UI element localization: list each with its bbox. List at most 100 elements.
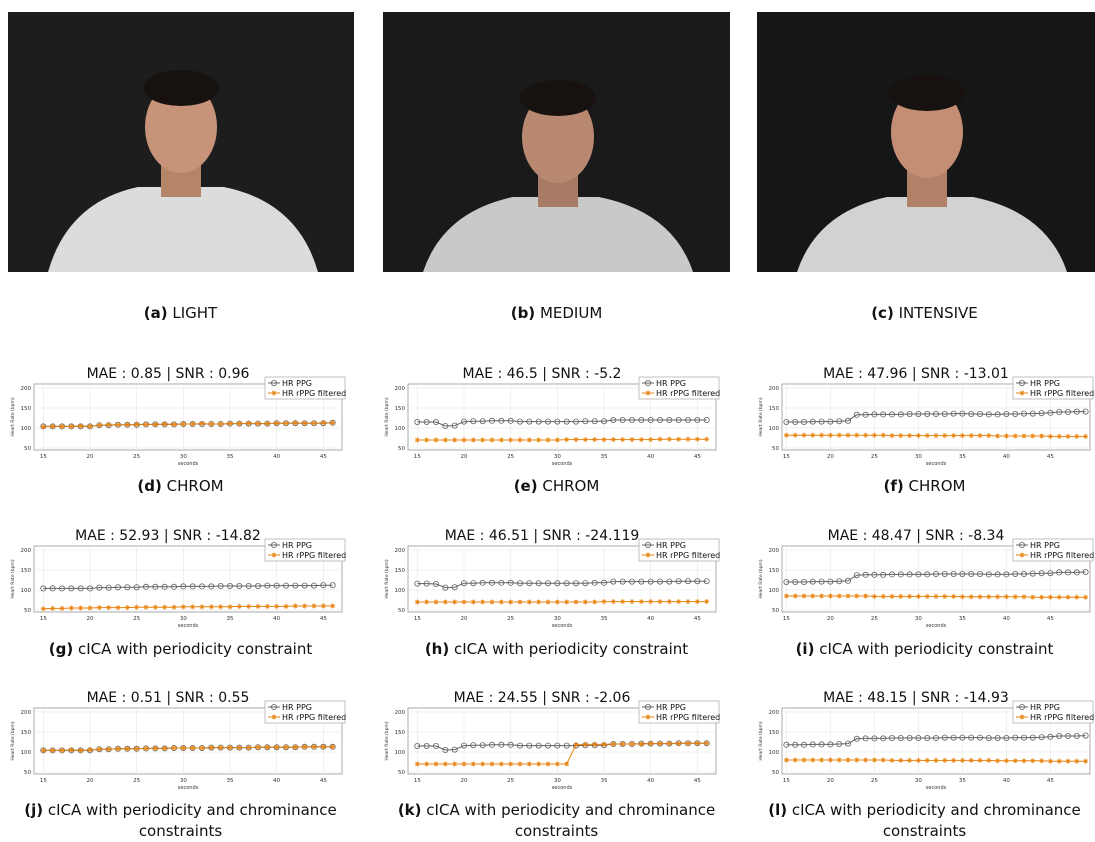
marker (906, 571, 913, 578)
x-tick-label: 40 (647, 454, 654, 460)
marker (171, 745, 177, 751)
marker (442, 584, 449, 591)
x-tick-label: 20 (87, 778, 94, 784)
legend-label: HR PPG (1030, 703, 1060, 712)
marker (959, 433, 965, 439)
marker (827, 578, 834, 585)
y-tick-label: 50 (772, 608, 779, 614)
x-tick-label: 35 (959, 778, 966, 784)
x-tick-label: 20 (461, 778, 468, 784)
marker (906, 411, 913, 418)
y-tick-label: 150 (21, 730, 32, 736)
x-axis-label: seconds (552, 623, 573, 629)
marker (845, 757, 851, 763)
y-axis-label: Heart Rate (bpm) (758, 397, 764, 437)
marker (1065, 433, 1071, 439)
marker (246, 745, 252, 751)
marker (414, 580, 421, 587)
marker (264, 603, 270, 609)
marker (703, 417, 710, 424)
y-axis-label: Heart Rate (bpm) (10, 397, 16, 437)
marker (629, 741, 635, 747)
marker (162, 421, 168, 427)
marker (1065, 758, 1071, 764)
marker (124, 584, 131, 591)
y-tick-label: 200 (769, 548, 780, 554)
marker (526, 418, 533, 425)
marker (208, 604, 214, 610)
marker (442, 761, 448, 767)
marker (320, 420, 326, 426)
marker (666, 417, 673, 424)
y-tick-label: 50 (24, 446, 31, 452)
marker (106, 605, 112, 611)
x-axis-label: seconds (178, 461, 199, 467)
marker (915, 735, 922, 742)
marker (1020, 410, 1027, 417)
marker (470, 580, 477, 587)
marker (1021, 594, 1027, 600)
y-tick-label: 50 (398, 770, 405, 776)
marker (433, 419, 440, 426)
marker (470, 742, 477, 749)
legend-label: HR rPPG filtered (656, 551, 720, 560)
y-tick-label: 50 (772, 446, 779, 452)
marker (320, 603, 326, 609)
caption-label: (d) (137, 477, 162, 495)
marker (227, 421, 233, 427)
caption-text: CHROM (542, 477, 600, 495)
x-tick-label: 35 (959, 616, 966, 622)
caption-label: (i) (795, 640, 815, 658)
marker (976, 571, 983, 578)
chart-title: MAE : 47.96 | SNR : -13.01 (823, 366, 1009, 382)
marker (1056, 594, 1062, 600)
marker (134, 421, 140, 427)
marker (106, 746, 112, 752)
y-tick-label: 150 (395, 568, 406, 574)
marker (1056, 409, 1063, 416)
marker (292, 603, 298, 609)
marker (152, 421, 158, 427)
chart-title: MAE : 46.5 | SNR : -5.2 (463, 366, 622, 382)
marker (591, 418, 598, 425)
marker (582, 437, 588, 443)
marker (50, 747, 56, 753)
marker (871, 735, 878, 742)
legend-label: HR PPG (656, 379, 686, 388)
marker (507, 741, 514, 748)
marker (282, 582, 289, 589)
marker (656, 417, 663, 424)
x-tick-label: 25 (871, 778, 878, 784)
chart-title: MAE : 24.55 | SNR : -2.06 (454, 690, 631, 706)
marker (648, 599, 654, 605)
marker (694, 599, 700, 605)
marker (142, 583, 149, 590)
x-tick-label: 40 (273, 616, 280, 622)
marker (414, 761, 420, 767)
marker (292, 582, 299, 589)
marker (274, 744, 280, 750)
marker (190, 604, 196, 610)
marker (924, 593, 930, 599)
marker (801, 432, 807, 438)
marker (610, 599, 616, 605)
marker (898, 593, 904, 599)
marker (535, 418, 542, 425)
marker (880, 757, 886, 763)
marker (941, 411, 948, 418)
legend-box (1012, 538, 1094, 562)
y-axis-label: Heart Rate (bpm) (758, 559, 764, 599)
marker (619, 417, 626, 424)
marker (433, 743, 440, 750)
series-line (417, 419, 707, 427)
marker (470, 418, 477, 425)
x-axis-label: seconds (926, 623, 947, 629)
caption-label: (f) (883, 477, 904, 495)
marker (554, 599, 560, 605)
caption: (d) CHROM (8, 476, 353, 497)
legend-box (264, 538, 346, 562)
marker (302, 603, 308, 609)
marker (818, 418, 825, 425)
marker (199, 604, 205, 610)
marker (792, 757, 798, 763)
